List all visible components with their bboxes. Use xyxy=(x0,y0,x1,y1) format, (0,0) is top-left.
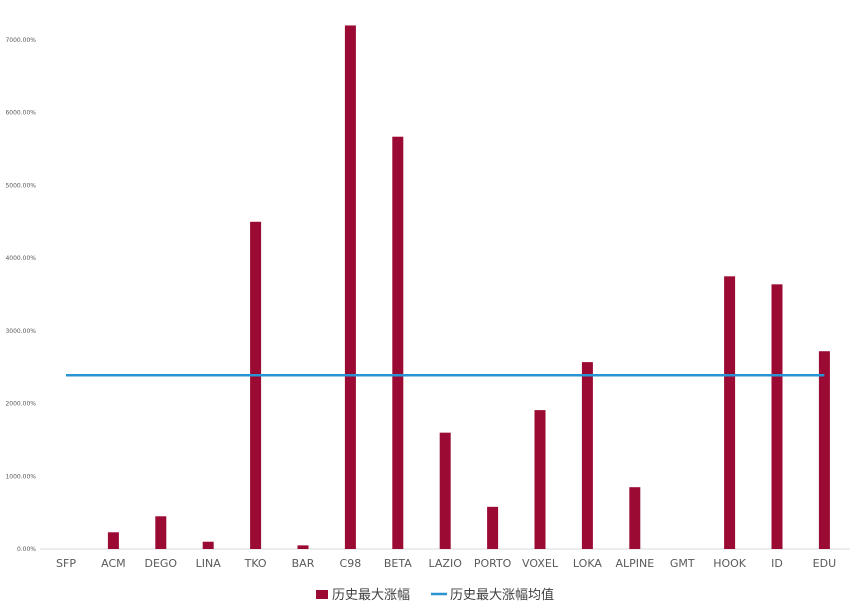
x-tick-label: GMT xyxy=(670,557,695,570)
x-tick-label: VOXEL xyxy=(522,557,559,570)
bar-hook xyxy=(724,276,736,549)
x-tick-label: LAZIO xyxy=(429,557,463,570)
y-tick-label: 6000.00% xyxy=(5,110,36,117)
y-tick-label: 4000.00% xyxy=(5,255,36,262)
x-tick-label: HOOK xyxy=(713,557,747,570)
bar-acm xyxy=(107,532,119,549)
x-tick-label: BAR xyxy=(292,557,315,570)
bar-lina xyxy=(202,541,214,549)
legend-label-line: 历史最大涨幅均值 xyxy=(450,587,554,603)
y-tick-label: 2000.00% xyxy=(5,401,36,408)
x-axis-category-labels: SFP ACM DEGO LINA TKO BAR C98 BETA LAZIO PORTO VOX… xyxy=(56,557,836,570)
x-tick-label: TKO xyxy=(244,557,267,570)
y-tick-label: 5000.00% xyxy=(5,182,36,189)
bar-dego xyxy=(155,516,167,549)
x-tick-label: ACM xyxy=(101,557,126,570)
bar-c98 xyxy=(344,25,356,549)
bar-voxel xyxy=(534,410,546,549)
bar-tko xyxy=(250,221,262,550)
legend-label-bar: 历史最大涨幅 xyxy=(332,588,410,603)
x-tick-label: EDU xyxy=(813,557,836,570)
x-tick-label: DEGO xyxy=(144,557,177,570)
y-tick-label: 1000.00% xyxy=(5,473,36,480)
bar-edu xyxy=(818,351,830,549)
x-tick-label: SFP xyxy=(56,557,76,570)
bar-porto xyxy=(487,506,499,549)
x-tick-label: LOKA xyxy=(573,557,602,570)
legend-swatch-bar xyxy=(316,590,328,599)
y-tick-label: 3000.00% xyxy=(5,328,36,335)
bar-series xyxy=(107,25,830,550)
bar-loka xyxy=(581,362,593,549)
legend: 历史最大涨幅 历史最大涨幅均值 xyxy=(316,587,554,603)
x-tick-label: BETA xyxy=(384,557,412,570)
x-tick-label: PORTO xyxy=(474,557,512,570)
x-tick-label: ID xyxy=(771,557,783,570)
bar-lazio xyxy=(439,432,451,549)
bar-id xyxy=(771,284,783,549)
bar-bar xyxy=(297,545,309,549)
y-tick-label: 0.00% xyxy=(17,546,36,553)
bar-alpine xyxy=(629,487,641,549)
x-tick-label: ALPINE xyxy=(615,557,654,570)
x-tick-label: C98 xyxy=(340,557,362,570)
y-tick-label: 7000.00% xyxy=(5,37,36,44)
bar-beta xyxy=(392,136,404,549)
x-tick-label: LINA xyxy=(196,557,222,570)
y-axis-ticks: 0.00% 1000.00% 2000.00% 3000.00% 4000.00% 500… xyxy=(5,37,36,553)
